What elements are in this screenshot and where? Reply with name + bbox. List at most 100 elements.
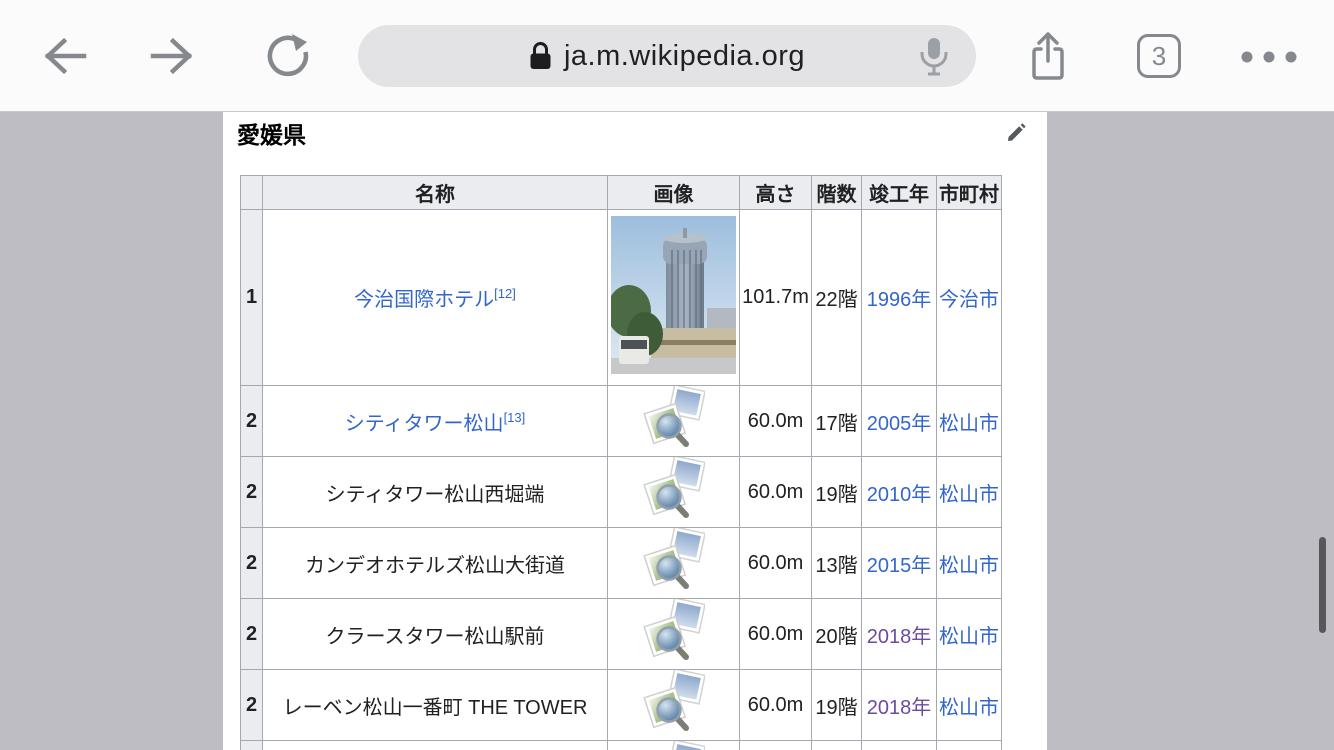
building-photo [608,215,736,374]
city-link[interactable]: 今治市 [939,289,999,311]
year-link[interactable]: 2015年 [866,554,932,577]
city-link[interactable]: 松山市 [939,554,999,577]
building-photo-thumbnail[interactable] [608,215,736,374]
image-cell [607,385,740,457]
col-header-city: 市町村 [936,175,1002,210]
city-cell: 松山市 [936,456,1002,528]
rank-cell: 2 [240,527,263,599]
rank-cell: 2 [240,669,263,741]
year-link[interactable]: 2018年 [866,625,932,648]
name-cell: クラースタワー松山駅前 [262,598,608,670]
floors-text: 13階 [815,554,858,577]
year-cell: 2005年 [861,385,937,457]
year-link[interactable]: 2010年 [866,483,932,506]
rank-cell: 1 [240,209,263,386]
ellipsis-icon [1241,51,1297,63]
floors-cell: 20階 [811,598,862,670]
tabs-button[interactable]: 3 [1137,34,1181,78]
back-button[interactable] [40,36,90,76]
floors-cell: 13階 [811,527,862,599]
city-cell: 松山市 [936,385,1002,457]
image-cell [607,740,740,750]
tab-count: 3 [1151,40,1167,71]
image-cell [607,669,740,741]
page-background: 愛媛県 名称 画像 [0,112,1334,750]
year-link[interactable]: 2018年 [866,696,932,719]
wikipedia-article-panel: 愛媛県 名称 画像 [223,112,1047,750]
city-cell: 今治市 [936,209,1002,386]
section-heading: 愛媛県 [237,122,306,148]
image-cell [607,456,740,528]
floors-text: 19階 [815,696,858,719]
floors-cell [811,740,862,750]
table-header-row: 名称 画像 高さ 階数 竣工年 市町村 [240,175,1002,210]
year-link[interactable]: 1996年 [866,289,932,311]
image-cell [607,598,740,670]
height-cell: 60.0m [739,385,812,457]
no-image-placeholder-icon [642,599,706,660]
city-link[interactable]: 松山市 [939,625,999,648]
no-image-placeholder[interactable] [642,386,706,451]
reload-button[interactable] [264,32,312,80]
more-button[interactable] [1236,46,1302,68]
floors-text: 19階 [815,483,858,506]
back-arrow-icon [44,37,87,75]
image-cell [607,527,740,599]
height-cell [739,740,812,750]
floors-cell: 17階 [811,385,862,457]
lock-icon [530,42,551,69]
no-image-placeholder-icon [642,386,706,447]
rank-cell: 2 [240,456,263,528]
rank-cell: 2 [240,385,263,457]
col-header-height: 高さ [739,175,812,210]
building-name-link[interactable]: シティタワー松山 [344,412,504,435]
year-cell: 1996年 [861,209,937,386]
table-row: 1 今治国際ホテル[12] 101.7m 22階 1996年 今治市 [240,209,1002,386]
microphone-icon [920,38,948,76]
city-cell: 松山市 [936,527,1002,599]
share-button[interactable] [1025,28,1071,84]
page-scrollbar[interactable] [1319,537,1326,633]
floors-text: 20階 [815,625,858,648]
city-link[interactable]: 松山市 [939,483,999,506]
city-link[interactable]: 松山市 [939,696,999,719]
building-name-link[interactable]: 今治国際ホテル [354,289,495,311]
url-text: ja.m.wikipedia.org [563,39,806,72]
height-text: 101.7m [742,286,809,308]
no-image-placeholder-icon [667,741,706,750]
name-cell [262,740,608,750]
edit-section-button[interactable] [1005,122,1027,144]
col-header-rank [240,175,263,210]
name-cell: カンデオホテルズ松山大街道 [262,527,608,599]
no-image-placeholder[interactable] [642,599,706,664]
forward-button[interactable] [147,36,197,76]
no-image-placeholder[interactable] [643,741,706,750]
city-cell: 松山市 [936,669,1002,741]
city-link[interactable]: 松山市 [939,412,999,435]
no-image-placeholder-icon [642,528,706,589]
table-row: 2 クラースタワー松山駅前 60.0m 20階 2018年 松山市 [240,598,1002,670]
section-heading-row: 愛媛県 [223,112,1047,150]
year-link[interactable]: 2005年 [866,412,932,435]
address-bar[interactable]: ja.m.wikipedia.org [358,25,976,87]
reference-link[interactable]: [12] [494,286,516,301]
year-cell: 2018年 [861,669,937,741]
year-cell: 2018年 [861,598,937,670]
reference-link[interactable]: [13] [503,409,526,425]
table-body: 1 今治国際ホテル[12] 101.7m 22階 1996年 今治市 2 シティタワー松山[… [240,209,1002,750]
height-text: 60.0m [747,551,804,574]
height-text: 60.0m [747,622,804,645]
col-header-year: 竣工年 [861,175,937,210]
no-image-placeholder[interactable] [642,457,706,522]
reload-icon [267,34,309,77]
no-image-placeholder[interactable] [642,670,706,735]
pencil-edit-icon [1008,123,1026,141]
col-header-floors: 階数 [811,175,862,210]
name-cell: シティタワー松山[13] [262,385,608,457]
col-header-image: 画像 [607,175,740,210]
rank-cell: 2 [240,598,263,670]
voice-search-button[interactable] [914,36,954,80]
table-row: 2 レーベン松山一番町 THE TOWER 60.0m 19階 2018年 松山市 [240,669,1002,741]
no-image-placeholder[interactable] [642,528,706,593]
